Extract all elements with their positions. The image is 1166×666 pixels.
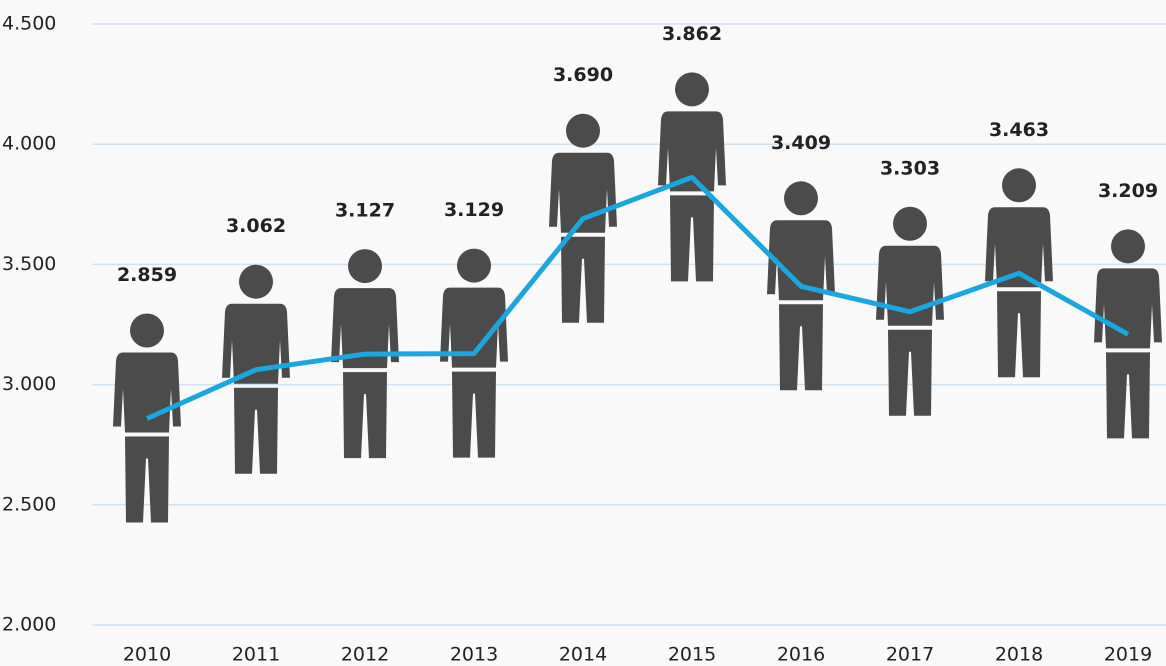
icon-legs — [670, 195, 714, 282]
x-tick-label: 2012 — [341, 644, 389, 666]
icon-legs — [343, 372, 387, 459]
value-label: 3.062 — [226, 215, 286, 237]
icon-head — [130, 313, 164, 348]
value-label: 3.303 — [880, 157, 940, 179]
icon-head — [675, 72, 709, 107]
icon-head — [1002, 168, 1036, 203]
person-icon — [222, 264, 290, 474]
icon-head — [239, 264, 273, 299]
icon-head — [566, 113, 600, 148]
y-tick-label: 2.000 — [2, 614, 56, 636]
x-tick-label: 2010 — [123, 644, 171, 666]
value-label: 3.127 — [335, 200, 395, 222]
icon-head — [784, 181, 818, 216]
icon-body — [985, 207, 1053, 288]
x-tick-label: 2013 — [450, 644, 498, 666]
icon-legs — [234, 387, 278, 474]
x-tick-label: 2017 — [886, 644, 934, 666]
value-label: 2.859 — [117, 264, 177, 286]
value-label: 3.862 — [662, 23, 722, 45]
x-tick-label: 2011 — [232, 644, 280, 666]
value-label: 3.209 — [1098, 180, 1158, 202]
person-icon — [1094, 229, 1162, 439]
person-icon — [549, 113, 617, 323]
icon-head — [1111, 229, 1145, 264]
value-label: 3.409 — [771, 132, 831, 154]
y-tick-label: 4.500 — [2, 13, 56, 35]
icon-head — [348, 249, 382, 284]
person-icon — [767, 181, 835, 391]
icon-head — [893, 206, 927, 241]
y-tick-label: 4.000 — [2, 133, 56, 155]
value-label: 3.690 — [553, 64, 613, 86]
icon-body — [113, 352, 181, 433]
y-tick-label: 3.000 — [2, 373, 56, 395]
person-icon — [658, 72, 726, 282]
icon-legs — [125, 436, 169, 523]
x-tick-label: 2014 — [559, 644, 607, 666]
icon-legs — [779, 304, 823, 391]
y-tick-label: 2.500 — [2, 493, 56, 515]
icon-body — [440, 287, 508, 368]
x-tick-label: 2015 — [668, 644, 716, 666]
icon-body — [658, 111, 726, 192]
line — [145, 174, 1130, 421]
x-tick-label: 2016 — [777, 644, 825, 666]
icon-head — [457, 248, 491, 283]
icon-legs — [452, 371, 496, 458]
person-icon — [985, 168, 1053, 378]
icon-legs — [997, 291, 1041, 378]
x-tick-label: 2019 — [1104, 644, 1152, 666]
icon-body — [767, 220, 835, 301]
icon-legs — [888, 329, 932, 416]
icon-body — [1094, 268, 1162, 349]
value-label: 3.129 — [444, 199, 504, 221]
x-tick-label: 2018 — [995, 644, 1043, 666]
y-tick-label: 3.500 — [2, 253, 56, 275]
icon-body — [222, 303, 290, 384]
icon-legs — [1106, 352, 1150, 439]
icon-legs — [561, 236, 605, 323]
person-icon — [331, 249, 399, 459]
value-label: 3.463 — [989, 119, 1049, 141]
icon-body — [331, 288, 399, 369]
person-icon — [440, 248, 508, 458]
